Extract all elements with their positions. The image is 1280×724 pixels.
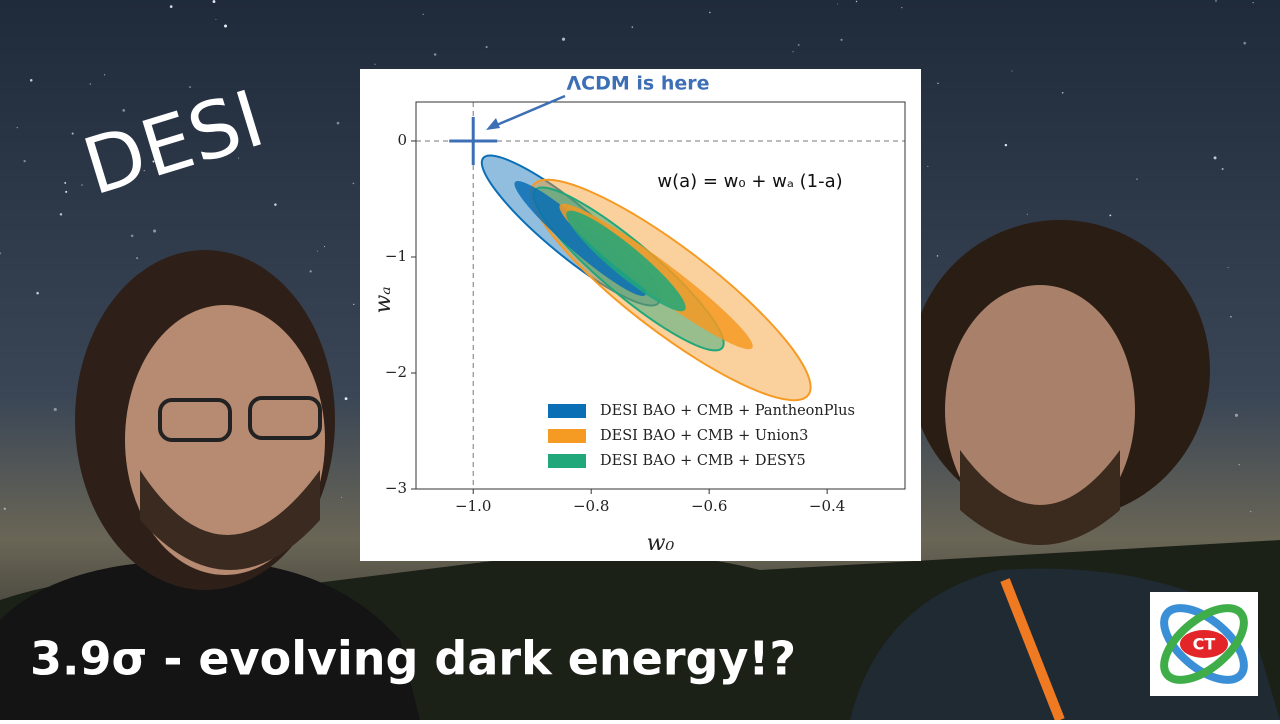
- star: [53, 407, 57, 412]
- star: [316, 250, 318, 252]
- y-tick-label: −1: [385, 247, 407, 265]
- star: [353, 303, 355, 306]
- y-tick-label: −2: [385, 363, 407, 381]
- x-axis-label: w₀: [647, 531, 675, 556]
- legend-label: DESI BAO + CMB + DESY5: [600, 453, 806, 469]
- star: [65, 190, 68, 193]
- star: [352, 182, 355, 185]
- chart: −1.0 −0.8 −0.6 −0.4 0 −1 −2 −3 w₀ wₐ w(a) = w₀ + w…: [360, 69, 921, 561]
- star: [1230, 315, 1232, 318]
- formula: w(a) = w₀ + wₐ (1-a): [657, 171, 842, 192]
- star: [797, 43, 800, 46]
- star: [561, 37, 566, 41]
- star: [1026, 213, 1028, 215]
- star: [323, 245, 326, 248]
- plot-frame: [415, 101, 906, 490]
- star: [792, 51, 794, 53]
- star: [1061, 91, 1064, 94]
- star: [485, 45, 488, 49]
- star: [1004, 143, 1008, 147]
- star: [143, 170, 145, 172]
- star: [153, 229, 157, 233]
- annotation: ΛCDM is here: [566, 73, 709, 95]
- y-tick-label: 0: [397, 131, 407, 149]
- star: [59, 213, 63, 216]
- star: [274, 203, 277, 206]
- caption: 3.9σ - evolving dark energy!?: [30, 632, 796, 686]
- star: [224, 24, 228, 28]
- star: [840, 38, 843, 41]
- star: [837, 3, 839, 5]
- star: [71, 132, 74, 135]
- star: [1215, 0, 1217, 2]
- annotation-arrow: [491, 94, 566, 129]
- star: [173, 115, 176, 118]
- star: [1252, 2, 1254, 4]
- star: [708, 11, 711, 14]
- star: [16, 126, 18, 129]
- logo-text: CT: [1193, 635, 1216, 654]
- star: [189, 86, 191, 88]
- star: [901, 6, 903, 9]
- star: [1234, 413, 1238, 417]
- star: [936, 255, 939, 257]
- star: [215, 18, 217, 21]
- star: [344, 397, 348, 401]
- star: [1243, 41, 1247, 45]
- star: [1011, 70, 1013, 72]
- legend-swatch: [548, 454, 586, 468]
- y-tick-label: −3: [385, 479, 407, 497]
- star: [64, 182, 67, 184]
- star: [374, 63, 376, 65]
- star: [0, 252, 2, 255]
- star: [103, 74, 106, 76]
- legend-label: DESI BAO + CMB + PantheonPlus: [600, 403, 855, 419]
- star: [631, 26, 634, 28]
- star: [29, 79, 33, 82]
- star: [340, 496, 342, 498]
- star: [169, 5, 173, 8]
- star: [36, 291, 39, 295]
- star: [1221, 167, 1224, 170]
- star: [927, 165, 929, 167]
- x-tick-label: −1.0: [455, 497, 491, 515]
- star: [937, 82, 939, 84]
- star: [1213, 156, 1217, 160]
- star: [422, 13, 424, 15]
- legend-swatch: [548, 429, 586, 443]
- star: [855, 0, 858, 3]
- legend-label: DESI BAO + CMB + Union3: [600, 428, 808, 444]
- x-tick-label: −0.6: [691, 497, 727, 515]
- y-axis-label: wₐ: [371, 286, 396, 313]
- legend-swatch: [548, 404, 586, 418]
- star: [1227, 266, 1229, 269]
- star: [122, 109, 126, 112]
- annotation-arrowhead: [486, 118, 500, 130]
- star: [433, 53, 437, 56]
- star: [81, 184, 83, 186]
- star: [336, 121, 340, 125]
- star: [130, 234, 134, 238]
- star: [1249, 510, 1252, 513]
- star: [89, 83, 91, 85]
- star: [136, 257, 139, 260]
- contour-inner: [566, 210, 686, 312]
- x-tick-label: −0.8: [573, 497, 609, 515]
- left-person: [0, 250, 420, 720]
- star: [1109, 214, 1112, 217]
- star: [1136, 178, 1138, 180]
- star: [23, 159, 26, 163]
- star: [212, 0, 216, 3]
- logo: CT: [1150, 592, 1258, 696]
- x-tick-label: −0.4: [809, 497, 845, 515]
- star: [309, 270, 312, 273]
- star: [3, 507, 6, 510]
- chart-background: [360, 69, 921, 561]
- star: [237, 157, 240, 159]
- star: [152, 160, 155, 163]
- star: [1238, 463, 1240, 466]
